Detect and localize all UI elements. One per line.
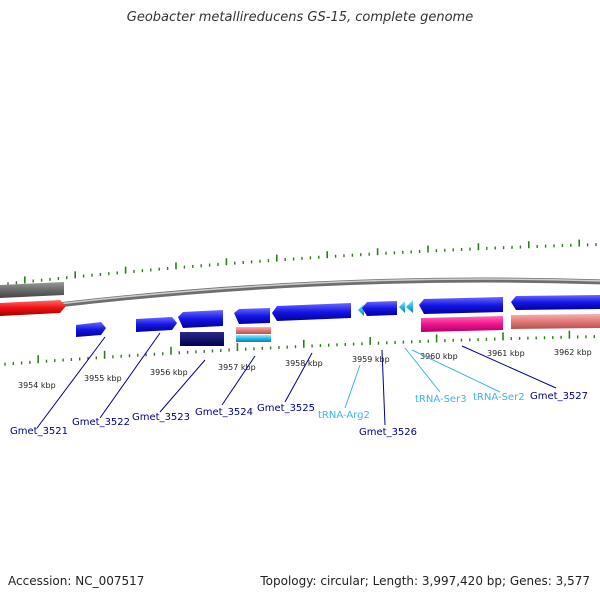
gene-label[interactable]: Gmet_3522 (72, 417, 130, 428)
gene-label[interactable]: Gmet_3521 (10, 426, 68, 437)
gene-arrow-3521[interactable] (76, 322, 106, 337)
kbp-label: 3957 kbp (218, 363, 256, 372)
genome-backbone-highlight (0, 278, 600, 313)
label-leader-line (221, 355, 256, 406)
kbp-label: 3960 kbp (420, 352, 458, 361)
label-leader-line (36, 336, 106, 429)
feature-gray-outer[interactable] (0, 282, 64, 298)
gene-label[interactable]: Gmet_3527 (530, 391, 588, 402)
map-title: Geobacter metallireducens GS-15, complet… (126, 10, 474, 25)
accession-text: Accession: NC_007517 (8, 574, 145, 588)
feature-navy-bar[interactable] (180, 332, 224, 346)
kbp-label: 3956 kbp (150, 368, 188, 377)
kbp-label: 3961 kbp (487, 349, 525, 358)
feature-salmon-bar[interactable] (511, 314, 600, 329)
gene-label[interactable]: Gmet_3524 (195, 407, 253, 418)
feature-red-outer[interactable] (0, 300, 66, 316)
genome-stats: Topology: circular; Length: 3,997,420 bp… (260, 574, 590, 588)
label-leader-line (159, 359, 206, 413)
kbp-label: 3958 kbp (285, 359, 323, 368)
trna-arrow-ser2[interactable] (406, 300, 413, 313)
gene-arrow-3522[interactable] (136, 317, 177, 332)
gene-label[interactable]: Gmet_3523 (132, 412, 190, 423)
gene-label[interactable]: Gmet_3525 (257, 403, 315, 414)
kbp-label: 3954 kbp (18, 381, 56, 390)
feature-salmon-small[interactable] (236, 327, 271, 334)
trna-arrow-arg2[interactable] (358, 304, 364, 316)
feature-cyan-small[interactable] (236, 335, 271, 342)
gene-label[interactable]: tRNA-Ser2 (473, 392, 525, 403)
lower-tick-track (4, 330, 595, 366)
gene-arrow-3525[interactable] (272, 303, 351, 321)
gene-label[interactable]: tRNA-Arg2 (318, 410, 370, 421)
gene-label[interactable]: tRNA-Ser3 (415, 394, 467, 405)
label-leader-line (411, 349, 501, 393)
kbp-label: 3955 kbp (84, 374, 122, 383)
kbp-scale: 3954 kbp 3955 kbp 3956 kbp 3957 kbp 3958 kbp… (18, 348, 592, 390)
trna-arrow-ser3[interactable] (399, 301, 405, 313)
feature-magenta-bar[interactable] (421, 316, 503, 332)
label-leader-line (344, 364, 361, 409)
genome-backbone (0, 277, 600, 315)
gene-arrow-3523[interactable] (178, 310, 223, 328)
kbp-label: 3959 kbp (352, 355, 390, 364)
gene-arrow-3526[interactable] (362, 301, 397, 316)
gene-label-layer[interactable]: Gmet_3521 Gmet_3522 Gmet_3523 Gmet_3524 Gmet… (10, 332, 588, 438)
gene-arrow-3527[interactable] (419, 297, 503, 314)
label-leader-line (461, 345, 557, 389)
gene-label[interactable]: Gmet_3526 (359, 427, 417, 438)
label-leader-line (381, 349, 386, 426)
gene-arrow-next[interactable] (511, 295, 600, 310)
label-leader-line (404, 347, 441, 393)
kbp-label: 3962 kbp (554, 348, 592, 357)
gene-arrow-3524[interactable] (234, 308, 270, 324)
label-leader-line (99, 332, 161, 419)
label-leader-line (284, 352, 313, 403)
upper-tick-track (7, 239, 597, 286)
